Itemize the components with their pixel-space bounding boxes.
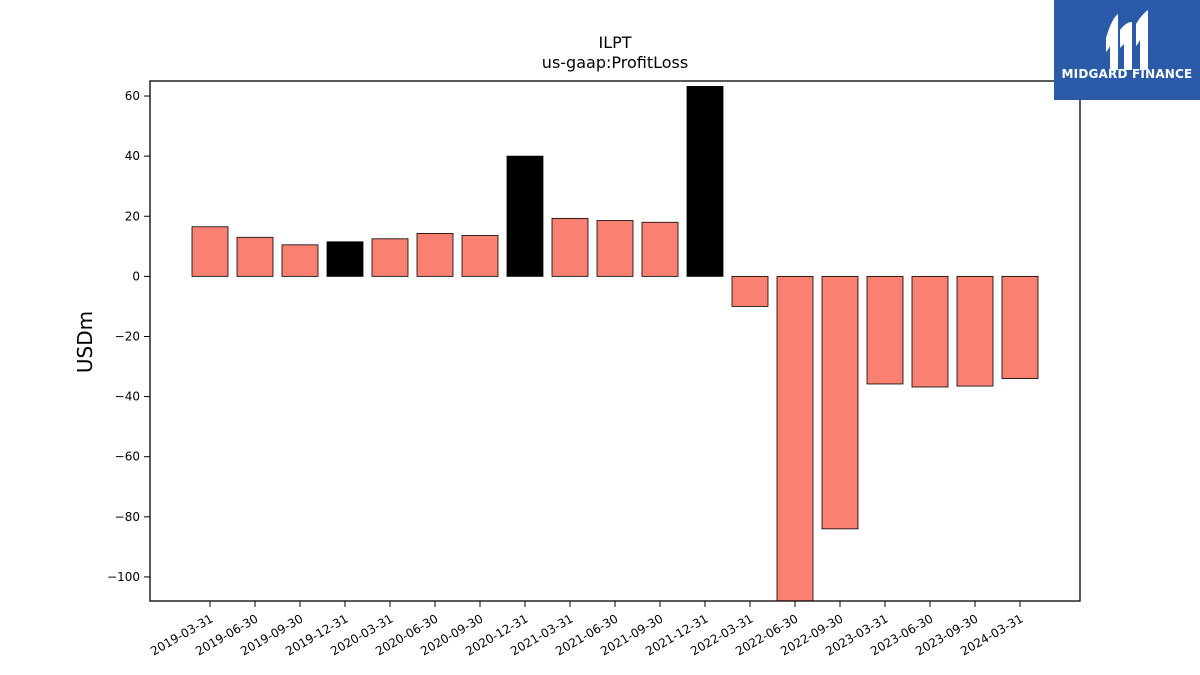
bar-2020-12-31 — [506, 155, 544, 277]
y-tick-label: −60 — [115, 450, 140, 464]
bar-2019-12-31 — [326, 241, 364, 277]
y-tick-label: −80 — [115, 510, 140, 524]
y-tick-label: 40 — [125, 149, 140, 163]
bar-2021-12-31 — [686, 86, 724, 277]
bar-2023-03-31 — [866, 275, 904, 385]
bar-2021-09-30 — [641, 221, 679, 277]
y-tick-label: 0 — [132, 269, 140, 283]
bar-2019-09-30 — [281, 244, 319, 277]
x-axis-ticks: 2019-03-312019-06-302019-09-302019-12-31… — [148, 601, 1026, 658]
bar-2021-06-30 — [596, 220, 634, 277]
bar-2020-03-31 — [371, 238, 409, 277]
plot-frame — [149, 80, 1081, 602]
y-tick-label: −40 — [115, 390, 140, 404]
bar-2019-06-30 — [236, 236, 274, 277]
bar-2019-03-31 — [191, 226, 229, 277]
y-tick-label: −100 — [107, 570, 140, 584]
chart-subtitle: us-gaap:ProfitLoss — [542, 53, 688, 72]
bar-2023-09-30 — [956, 275, 994, 387]
y-tick-label: 60 — [125, 89, 140, 103]
y-axis-label: USDm — [73, 311, 97, 373]
bar-2021-03-31 — [551, 217, 589, 277]
bar-2024-03-31 — [1001, 275, 1039, 379]
bar-2023-06-30 — [911, 275, 949, 388]
bar-2022-09-30 — [821, 275, 859, 530]
bar-2022-03-31 — [731, 275, 769, 307]
bar-2022-06-30 — [776, 275, 814, 602]
bar-2020-09-30 — [461, 235, 499, 277]
brand-logo-icon — [1106, 10, 1148, 70]
bar-2020-06-30 — [416, 232, 454, 277]
y-tick-label: −20 — [115, 329, 140, 343]
y-tick-label: 20 — [125, 209, 140, 223]
brand-logo: MIDGARD FINANCE — [1054, 0, 1200, 100]
bar-group — [191, 86, 1039, 602]
y-axis-ticks: 60 40 20 0 −20 −40 −60 −80 −100 — [107, 89, 150, 584]
brand-logo-text: MIDGARD FINANCE — [1061, 67, 1193, 81]
chart-title: ILPT — [598, 33, 631, 52]
